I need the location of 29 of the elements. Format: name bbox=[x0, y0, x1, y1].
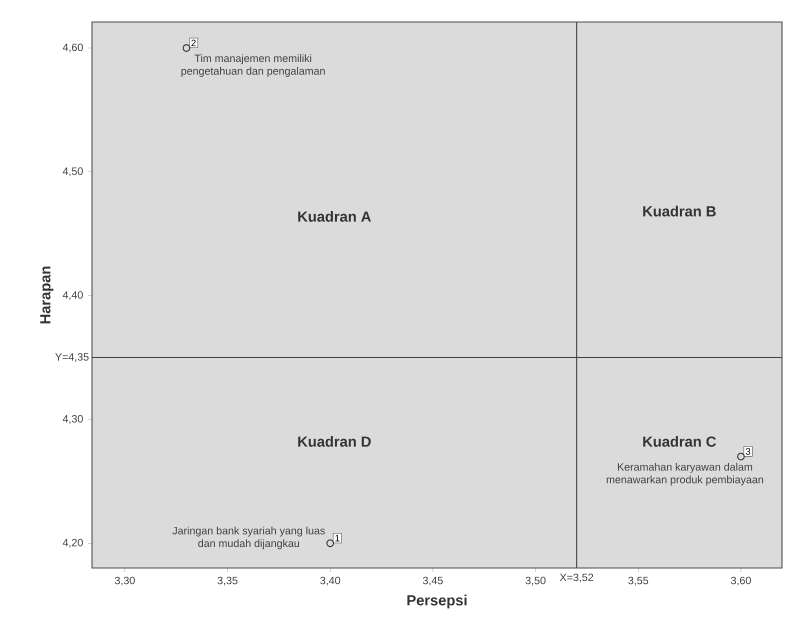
point bbox=[326, 539, 334, 548]
y-axis-title: Harapan bbox=[40, 266, 54, 324]
annotation: Keramahan karyawan dalam menawarkan produk pembiayaan bbox=[606, 462, 764, 486]
annotation: Tim manajemen memiliki pengetahuan dan pengalaman bbox=[181, 54, 325, 77]
point bbox=[182, 44, 190, 52]
y-tick-label: 4,50 bbox=[62, 167, 83, 176]
x-tick-label: 3,50 bbox=[526, 576, 546, 586]
y-tick-label: 4,20 bbox=[62, 538, 83, 548]
ref-line-label: X=3,52 bbox=[560, 574, 594, 582]
annotation: Kuadran B bbox=[643, 206, 716, 216]
annotation: Jaringan bank syariah yang luas dan mudah dijangkau bbox=[172, 526, 325, 550]
annotation: Kuadran D bbox=[298, 436, 371, 447]
annotation: 3 bbox=[746, 448, 750, 455]
x-tick-label: 3,30 bbox=[114, 576, 135, 586]
annotation: Kuadran A bbox=[298, 211, 372, 222]
y-tick-label: 4,60 bbox=[62, 44, 83, 52]
y-tick-label: 4,30 bbox=[62, 415, 83, 424]
x-tick-label: 3,55 bbox=[628, 576, 648, 586]
annotation: Kuadran C bbox=[643, 436, 716, 447]
y-tick-label: 4,40 bbox=[62, 291, 83, 300]
annotation: 1 bbox=[335, 534, 340, 542]
ref-line-label: Y=4,35 bbox=[55, 353, 89, 362]
x-tick-label: 3,40 bbox=[320, 576, 340, 586]
annotation: 2 bbox=[191, 40, 196, 46]
x-tick-label: 3,35 bbox=[218, 576, 238, 586]
x-tick-label: 3,60 bbox=[730, 576, 751, 586]
x-tick-label: 3,45 bbox=[422, 576, 443, 586]
point bbox=[737, 452, 745, 460]
x-axis-title: Persepsi bbox=[407, 594, 467, 608]
